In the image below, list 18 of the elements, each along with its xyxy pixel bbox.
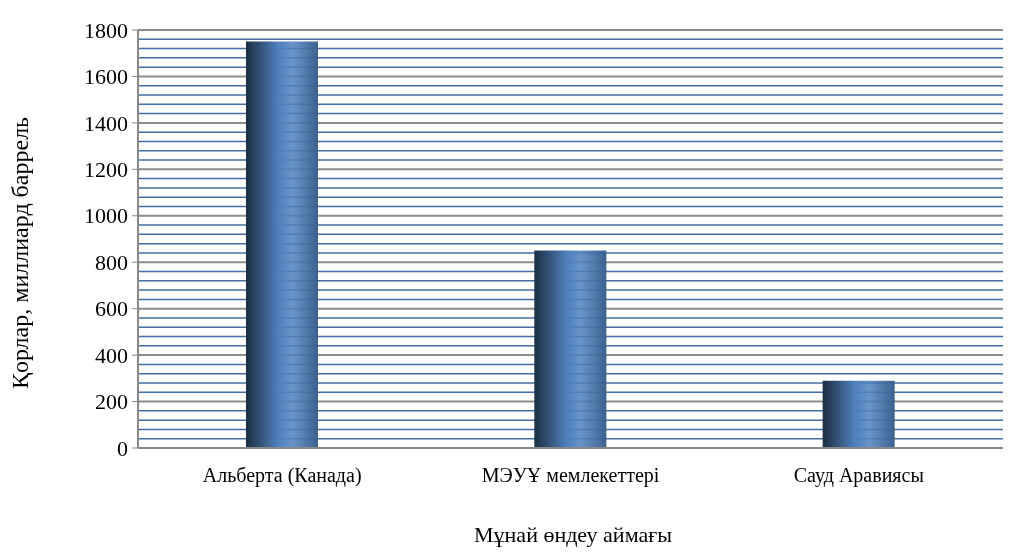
y-tick-label: 0	[117, 435, 128, 461]
y-tick-label: 1600	[84, 64, 128, 90]
x-tick-label: Сауд Аравиясы	[793, 464, 924, 488]
y-tick-label: 1400	[84, 110, 128, 136]
y-tick-label: 1800	[84, 17, 128, 43]
y-tick-label: 800	[95, 249, 128, 275]
bar	[246, 41, 318, 448]
y-axis-title: Қорлар, миллиард баррель	[6, 116, 34, 390]
x-tick-label: МЭУҰ мемлекеттері	[481, 464, 660, 488]
y-tick-label: 200	[95, 389, 128, 415]
x-axis-title: Мұнай өндеу аймағы	[473, 522, 673, 548]
y-tick-label: 1000	[84, 203, 128, 229]
y-tick-label: 600	[95, 296, 128, 322]
y-tick-label: 400	[95, 342, 128, 368]
bar	[822, 380, 895, 448]
x-tick-label: Альберта (Канада)	[202, 464, 362, 488]
y-tick-label: 1200	[84, 157, 128, 183]
bar	[534, 250, 607, 448]
